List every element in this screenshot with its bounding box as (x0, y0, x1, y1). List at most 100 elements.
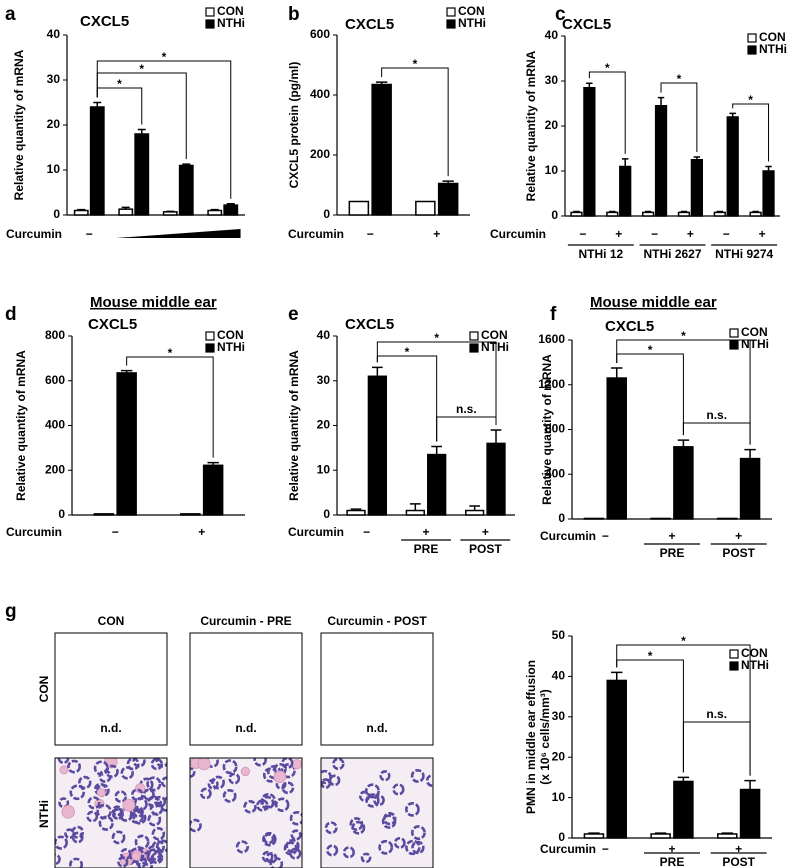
bar (654, 105, 668, 217)
x-tick-label: + (422, 525, 429, 539)
y-tick-label: 30 (47, 72, 61, 86)
x-axis-label: Curcumin (540, 529, 596, 543)
bar (348, 200, 370, 216)
y-tick-label: 20 (545, 118, 559, 132)
x-tick-label: + (735, 842, 742, 856)
cell (132, 810, 147, 825)
x-tick-label: − (651, 227, 658, 241)
cell (373, 794, 385, 807)
bar (367, 375, 387, 516)
cell (96, 788, 106, 798)
cell (410, 825, 426, 841)
bar (465, 509, 485, 516)
cell (222, 759, 238, 775)
legend-label: CON (481, 328, 508, 342)
error-bar (120, 369, 133, 373)
bar (713, 211, 726, 217)
error-bar (693, 156, 701, 160)
y-tick-label: 10 (545, 163, 559, 177)
x-tick-label: + (687, 227, 694, 241)
significance-bracket (682, 721, 751, 776)
cell (156, 839, 167, 853)
x-tick-label: + (482, 525, 489, 539)
cell (96, 803, 112, 820)
legend-label: CON (741, 325, 768, 339)
y-tick-label: 20 (317, 418, 331, 432)
bar (118, 208, 134, 216)
bar (619, 165, 632, 217)
error-bar (442, 180, 454, 184)
image-frame (320, 757, 434, 868)
significance-label: n.s. (706, 408, 727, 422)
x-tick-label: − (367, 227, 374, 241)
chart-title: CXCL5 (605, 318, 654, 335)
significance-bracket (682, 422, 751, 445)
legend-swatch (446, 7, 456, 17)
y-tick-label: 40 (545, 28, 559, 42)
y-tick-label: 30 (552, 709, 566, 723)
cell (67, 759, 82, 774)
y-tick-label: 0 (323, 507, 330, 521)
cell (328, 774, 341, 787)
significance-label: * (139, 62, 144, 76)
bar (642, 211, 655, 217)
significance-label: * (748, 93, 753, 107)
x-axis-label: Curcumin (540, 842, 596, 856)
error-bar (226, 203, 235, 206)
panel-header: Mouse middle ear (590, 294, 717, 311)
cell (235, 840, 249, 854)
significance-label: * (162, 50, 167, 64)
y-tick-label: 600 (45, 373, 65, 387)
cell (98, 815, 114, 831)
cell (122, 798, 136, 812)
cell (87, 796, 101, 810)
cell (281, 758, 294, 769)
x-tick-label: − (363, 525, 370, 539)
y-tick-label: 10 (552, 790, 566, 804)
cell (253, 758, 267, 767)
error-bar (654, 832, 667, 834)
cell (381, 814, 397, 829)
cell (378, 839, 394, 855)
group-label: POST (722, 855, 755, 868)
legend-label: NTHi (741, 337, 769, 351)
y-tick-label: 800 (545, 422, 565, 436)
cell (405, 801, 420, 817)
bar (202, 464, 224, 516)
cell (358, 790, 371, 802)
cell (94, 782, 107, 796)
cell (393, 836, 406, 849)
cell (111, 830, 126, 845)
panel-header: Mouse middle ear (90, 294, 217, 311)
y-tick-label: 40 (317, 328, 331, 342)
error-bar (137, 128, 146, 134)
cell (154, 795, 167, 808)
y-tick-label: 40 (47, 27, 61, 41)
cell (243, 800, 257, 814)
significance-label: * (117, 77, 122, 91)
y-axis-label: Relative quantity of mRNA (287, 350, 301, 501)
cell (324, 821, 338, 835)
bar (606, 679, 627, 839)
bar (583, 517, 605, 520)
bar (180, 513, 201, 516)
legend-label: NTHi (481, 340, 509, 354)
x-tick-label: + (668, 529, 675, 543)
error-bar (182, 163, 191, 166)
group-label: POST (469, 542, 502, 556)
image-note: n.d. (100, 721, 121, 735)
cell (142, 788, 155, 801)
bar (427, 453, 447, 516)
cell (197, 758, 211, 771)
group-label: NTHi 9274 (715, 247, 773, 261)
error-bar (611, 367, 623, 379)
x-axis-label: Curcumin (288, 525, 344, 539)
error-bar (210, 208, 219, 211)
y-tick-label: 0 (58, 507, 65, 521)
cell (61, 805, 76, 819)
cell (137, 857, 154, 868)
cell (78, 775, 92, 790)
bar (739, 457, 761, 520)
significance-label: * (434, 331, 439, 345)
bar (371, 83, 392, 216)
